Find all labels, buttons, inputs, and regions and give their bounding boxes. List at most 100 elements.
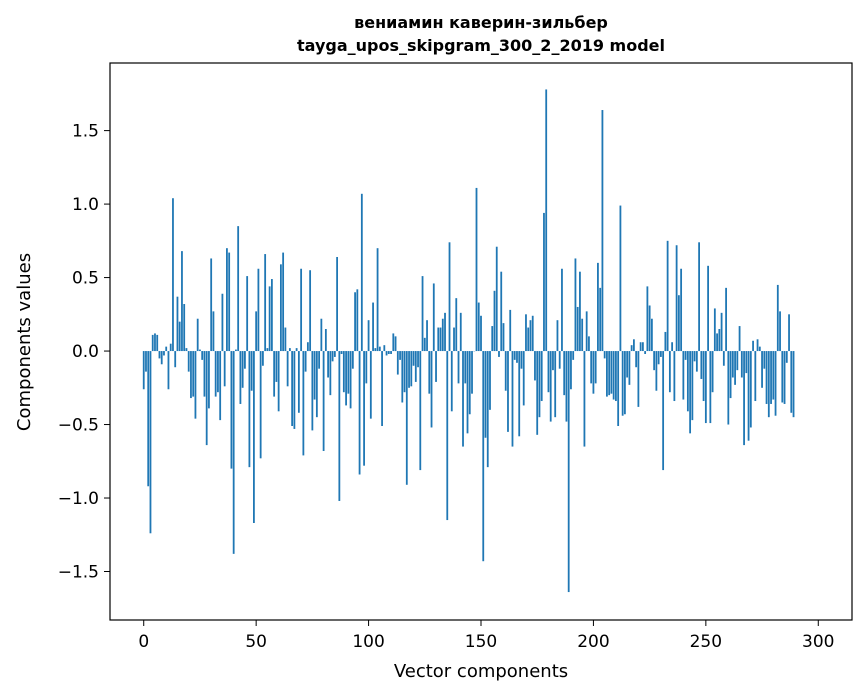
bar-61 xyxy=(279,264,282,352)
bar-30 xyxy=(210,258,213,352)
bar-188 xyxy=(565,351,568,422)
bar-262 xyxy=(731,351,734,378)
bar-274 xyxy=(758,346,761,352)
bar-224 xyxy=(646,286,649,352)
bar-152 xyxy=(484,351,487,438)
bar-114 xyxy=(399,351,401,360)
bar-94 xyxy=(354,292,356,352)
bar-97 xyxy=(360,193,363,352)
bar-227 xyxy=(653,351,656,371)
bar-226 xyxy=(650,318,653,352)
bar-137 xyxy=(450,351,453,412)
bar-175 xyxy=(536,351,539,435)
bar-216 xyxy=(628,351,631,385)
bar-73 xyxy=(306,342,309,352)
bar-101 xyxy=(369,351,372,419)
bar-32 xyxy=(214,351,217,397)
bar-76 xyxy=(313,351,316,400)
bar-245 xyxy=(693,351,696,362)
bar-132 xyxy=(439,327,442,352)
bar-142 xyxy=(462,351,464,447)
bar-45 xyxy=(244,351,246,369)
bar-159 xyxy=(500,271,503,352)
bar-278 xyxy=(767,351,770,418)
x-axis-label: Vector components xyxy=(394,661,568,682)
bar-54 xyxy=(264,254,267,352)
bar-161 xyxy=(504,351,507,391)
bar-59 xyxy=(275,351,278,382)
chart-subtitle: tayga_upos_skipgram_300_2_2019 model xyxy=(297,36,665,55)
bar-169 xyxy=(522,351,525,406)
bar-34 xyxy=(219,351,222,421)
bars-group xyxy=(142,89,795,593)
bar-13 xyxy=(172,198,174,352)
bar-110 xyxy=(390,351,392,354)
bar-128 xyxy=(430,351,433,428)
bar-125 xyxy=(423,337,426,352)
bar-109 xyxy=(387,351,390,354)
bar-58 xyxy=(273,351,276,397)
bar-95 xyxy=(356,289,359,352)
bar-18 xyxy=(183,304,186,352)
bar-6 xyxy=(156,334,159,352)
x-tick-label: 150 xyxy=(465,632,497,652)
bar-17 xyxy=(181,251,183,352)
bar-31 xyxy=(212,311,215,352)
bar-253 xyxy=(711,351,714,393)
bar-52 xyxy=(259,351,262,459)
bar-66 xyxy=(291,351,294,426)
bar-35 xyxy=(221,293,224,352)
bar-208 xyxy=(610,351,613,394)
bar-20 xyxy=(187,351,190,372)
bar-196 xyxy=(583,351,586,447)
bar-228 xyxy=(655,351,658,391)
bar-177 xyxy=(540,351,543,402)
bar-42 xyxy=(237,226,240,352)
bar-83 xyxy=(329,351,332,396)
bar-146 xyxy=(471,351,473,394)
bar-1 xyxy=(145,351,147,372)
bar-260 xyxy=(727,351,730,425)
bar-176 xyxy=(538,351,541,418)
bar-220 xyxy=(637,351,640,407)
chart-title: вениамин каверин-зильбер xyxy=(354,13,608,32)
bar-72 xyxy=(304,351,307,372)
bar-185 xyxy=(558,351,561,369)
bar-165 xyxy=(513,351,516,360)
y-tick-label: −0.5 xyxy=(58,416,99,436)
bar-29 xyxy=(208,351,210,409)
bar-10 xyxy=(165,346,168,352)
y-tick-label: −1.0 xyxy=(58,489,99,509)
plot-frame xyxy=(109,62,853,621)
y-tick-label: 0.5 xyxy=(72,269,99,289)
bar-250 xyxy=(704,351,707,424)
bar-225 xyxy=(648,305,651,352)
bar-138 xyxy=(453,327,455,352)
bar-71 xyxy=(302,351,305,456)
x-axis-ticks: 0 50 100 150 200 250 300 xyxy=(138,620,834,652)
bar-84 xyxy=(331,351,334,362)
bar-194 xyxy=(579,271,581,352)
bar-201 xyxy=(594,351,597,384)
bar-55 xyxy=(266,348,269,352)
bar-28 xyxy=(205,351,208,446)
y-tick-label: 0.0 xyxy=(72,342,99,362)
bar-19 xyxy=(185,348,188,352)
bar-116 xyxy=(403,351,406,393)
bar-206 xyxy=(606,351,608,397)
bar-286 xyxy=(785,351,788,363)
bar-178 xyxy=(543,212,545,352)
bar-256 xyxy=(718,329,721,352)
y-tick-label: −1.5 xyxy=(58,563,99,583)
bar-62 xyxy=(282,252,285,352)
bar-85 xyxy=(333,351,336,357)
bar-3 xyxy=(149,351,152,534)
bar-180 xyxy=(547,351,550,393)
bar-281 xyxy=(774,351,777,416)
bar-57 xyxy=(270,279,273,352)
bar-120 xyxy=(412,351,415,366)
bar-246 xyxy=(695,351,698,372)
bar-242 xyxy=(686,351,689,412)
bar-148 xyxy=(475,187,478,352)
bar-27 xyxy=(203,351,206,397)
